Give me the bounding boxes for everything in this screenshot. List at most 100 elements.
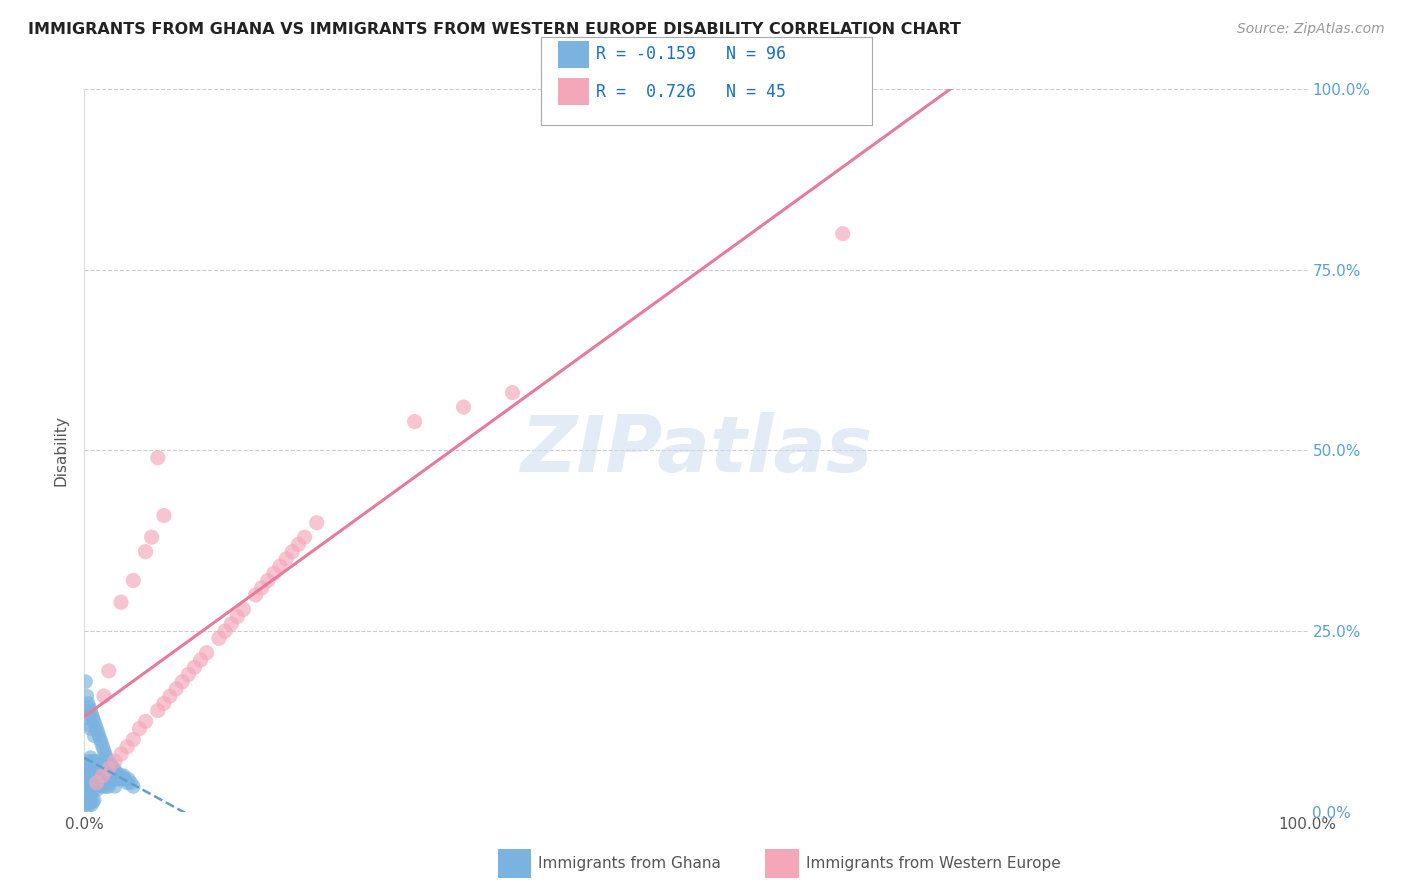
Point [90, 764, 112, 779]
Point [107, 769, 129, 783]
Point [115, 776, 138, 790]
Text: R =  0.726   N = 45: R = 0.726 N = 45 [596, 83, 786, 101]
Point [122, 732, 145, 747]
Point [83, 793, 105, 807]
Point [97, 780, 120, 794]
Point [153, 696, 176, 710]
Point [281, 544, 304, 558]
Point [82, 757, 104, 772]
Point [97, 754, 120, 768]
Point [87, 757, 110, 772]
Y-axis label: Disability: Disability [53, 415, 69, 486]
Point [93, 689, 115, 703]
Point [84, 761, 107, 775]
Point [122, 574, 145, 588]
Point [112, 769, 135, 783]
Point [79, 772, 101, 787]
Point [294, 530, 316, 544]
Point [77, 764, 100, 779]
Point [79, 761, 101, 775]
Point [77, 799, 100, 814]
Text: Immigrants from Western Europe: Immigrants from Western Europe [806, 856, 1060, 871]
Point [94, 769, 117, 783]
Text: IMMIGRANTS FROM GHANA VS IMMIGRANTS FROM WESTERN EUROPE DISABILITY CORRELATION C: IMMIGRANTS FROM GHANA VS IMMIGRANTS FROM… [28, 22, 960, 37]
Point [97, 761, 120, 775]
Point [195, 646, 218, 660]
Point [117, 772, 139, 787]
Point [219, 616, 242, 631]
Point [104, 754, 127, 768]
Point [96, 750, 118, 764]
Point [96, 780, 118, 794]
Point [83, 754, 105, 768]
Point [86, 776, 108, 790]
Point [97, 664, 120, 678]
Point [257, 574, 280, 588]
Point [135, 714, 157, 729]
Point [287, 537, 309, 551]
Point [831, 227, 853, 241]
Point [84, 718, 107, 732]
Point [97, 764, 120, 779]
Point [104, 764, 127, 779]
Point [98, 769, 121, 783]
Point [86, 722, 108, 736]
Point [80, 707, 103, 722]
Point [97, 769, 120, 783]
Point [91, 769, 114, 783]
Point [146, 704, 169, 718]
Point [86, 764, 108, 779]
Point [91, 761, 114, 775]
Point [165, 681, 187, 696]
Point [75, 797, 97, 812]
Point [114, 772, 136, 787]
Text: Source: ZipAtlas.com: Source: ZipAtlas.com [1237, 22, 1385, 37]
Text: R = -0.159   N = 96: R = -0.159 N = 96 [596, 45, 786, 63]
Point [250, 581, 273, 595]
Point [76, 776, 98, 790]
Point [87, 725, 110, 739]
Point [232, 602, 254, 616]
Point [80, 780, 103, 794]
Point [115, 739, 138, 754]
Point [86, 754, 108, 768]
Point [79, 722, 101, 736]
Point [453, 400, 475, 414]
Point [83, 764, 105, 779]
Point [105, 772, 128, 787]
Point [80, 764, 103, 779]
Point [82, 783, 104, 797]
Point [190, 653, 212, 667]
Text: ZIPatlas: ZIPatlas [520, 412, 872, 489]
Point [177, 667, 200, 681]
Point [80, 797, 103, 812]
Point [245, 588, 267, 602]
Point [111, 772, 134, 787]
Point [110, 769, 132, 783]
Point [128, 722, 150, 736]
Point [122, 780, 145, 794]
Point [93, 780, 115, 794]
Point [110, 747, 132, 761]
Point [105, 764, 128, 779]
Point [146, 450, 169, 465]
Point [75, 674, 97, 689]
Point [79, 704, 101, 718]
Point [100, 772, 122, 787]
Point [96, 764, 118, 779]
Point [77, 754, 100, 768]
Point [84, 772, 107, 787]
Point [101, 769, 124, 783]
Point [305, 516, 328, 530]
Point [404, 415, 426, 429]
Point [103, 772, 125, 787]
Point [83, 714, 105, 729]
Point [77, 700, 100, 714]
Point [89, 776, 111, 790]
Point [104, 780, 127, 794]
Point [77, 783, 100, 797]
Point [82, 711, 104, 725]
Point [91, 776, 114, 790]
Point [82, 795, 104, 809]
Point [87, 776, 110, 790]
